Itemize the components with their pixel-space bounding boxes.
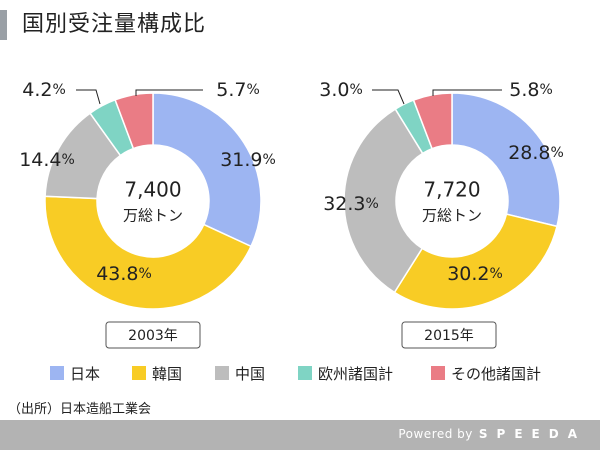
title-bar: 国別受注量構成比	[0, 0, 600, 50]
donut-2-total-unit: 万総トン	[422, 207, 482, 225]
donut-2-slice-japan	[451, 92, 561, 228]
donut-1-label-japan: 31.9%	[220, 149, 276, 171]
legend-label-europe: 欧州諸国計	[318, 364, 394, 383]
donut-2-callout-others	[432, 89, 502, 96]
donut-1-total-value: 7,400	[124, 178, 181, 202]
legend: 日本 韓国 中国 欧州諸国計 その他諸国計	[50, 362, 600, 384]
donut-1-slice-korea	[44, 195, 253, 310]
legend-swatch-japan	[50, 366, 64, 380]
donut-2-label-korea: 30.2%	[447, 263, 503, 285]
legend-item-europe: 欧州諸国計	[298, 362, 393, 384]
chart-title: 国別受注量構成比	[22, 12, 207, 37]
donut-1-year-label: 2003年	[128, 328, 178, 344]
donut-1-callout-others	[135, 89, 203, 96]
donut-2-label-japan: 28.8%	[508, 142, 564, 164]
legend-swatch-others	[431, 366, 445, 380]
donut-2-callout-europe	[372, 89, 405, 105]
source-note: （出所）日本造船工業会	[8, 402, 152, 417]
legend-swatch-china	[215, 366, 229, 380]
legend-label-japan: 日本	[70, 364, 101, 383]
donut-1-slice-others	[114, 92, 154, 150]
donut-2-total-value: 7,720	[423, 178, 480, 202]
legend-swatch-europe	[298, 366, 312, 380]
donut-1-total-unit: 万総トン	[123, 207, 183, 225]
legend-label-china: 中国	[235, 364, 266, 383]
donut-2-label-others: 5.8%	[509, 79, 553, 101]
donut-1-label-others: 5.7%	[216, 79, 260, 101]
donut-2-year-box	[401, 321, 497, 349]
legend-item-japan: 日本	[50, 362, 100, 384]
legend-item-others: その他諸国計	[431, 362, 541, 384]
title-accent-bar	[0, 10, 7, 40]
donut-2-slice-korea	[393, 213, 558, 310]
donut-1-slice-japan	[152, 92, 262, 248]
donut-2-year-label: 2015年	[424, 328, 474, 344]
donut-charts: 31.9% 43.8% 14.4% 4.2% 5.7% 7,400 万総トン 2003年 28.…	[19, 79, 564, 349]
donut-1-year-box	[105, 321, 201, 349]
donut-2-slice-china	[343, 108, 424, 294]
legend-label-others: その他諸国計	[451, 364, 542, 383]
donut-2-label-china: 32.3%	[323, 193, 379, 215]
footer-bar: Powered by SPEEDA	[0, 420, 600, 450]
donut-1-label-korea: 43.8%	[96, 263, 152, 285]
legend-swatch-korea	[132, 366, 146, 380]
donut-2-slice-others	[412, 92, 453, 150]
legend-item-china: 中国	[215, 362, 265, 384]
donut-2-label-europe: 3.0%	[319, 79, 363, 101]
footer-brand: SPEEDA	[478, 427, 586, 441]
legend-item-korea: 韓国	[132, 362, 182, 384]
donut-1-callout-europe	[76, 89, 101, 105]
legend-label-korea: 韓国	[152, 364, 183, 383]
donut-1-label-europe: 4.2%	[22, 79, 66, 101]
footer-powered-by: Powered by	[398, 427, 473, 441]
donut-1-label-china: 14.4%	[19, 149, 75, 171]
footer-credit: Powered by SPEEDA	[398, 427, 586, 441]
